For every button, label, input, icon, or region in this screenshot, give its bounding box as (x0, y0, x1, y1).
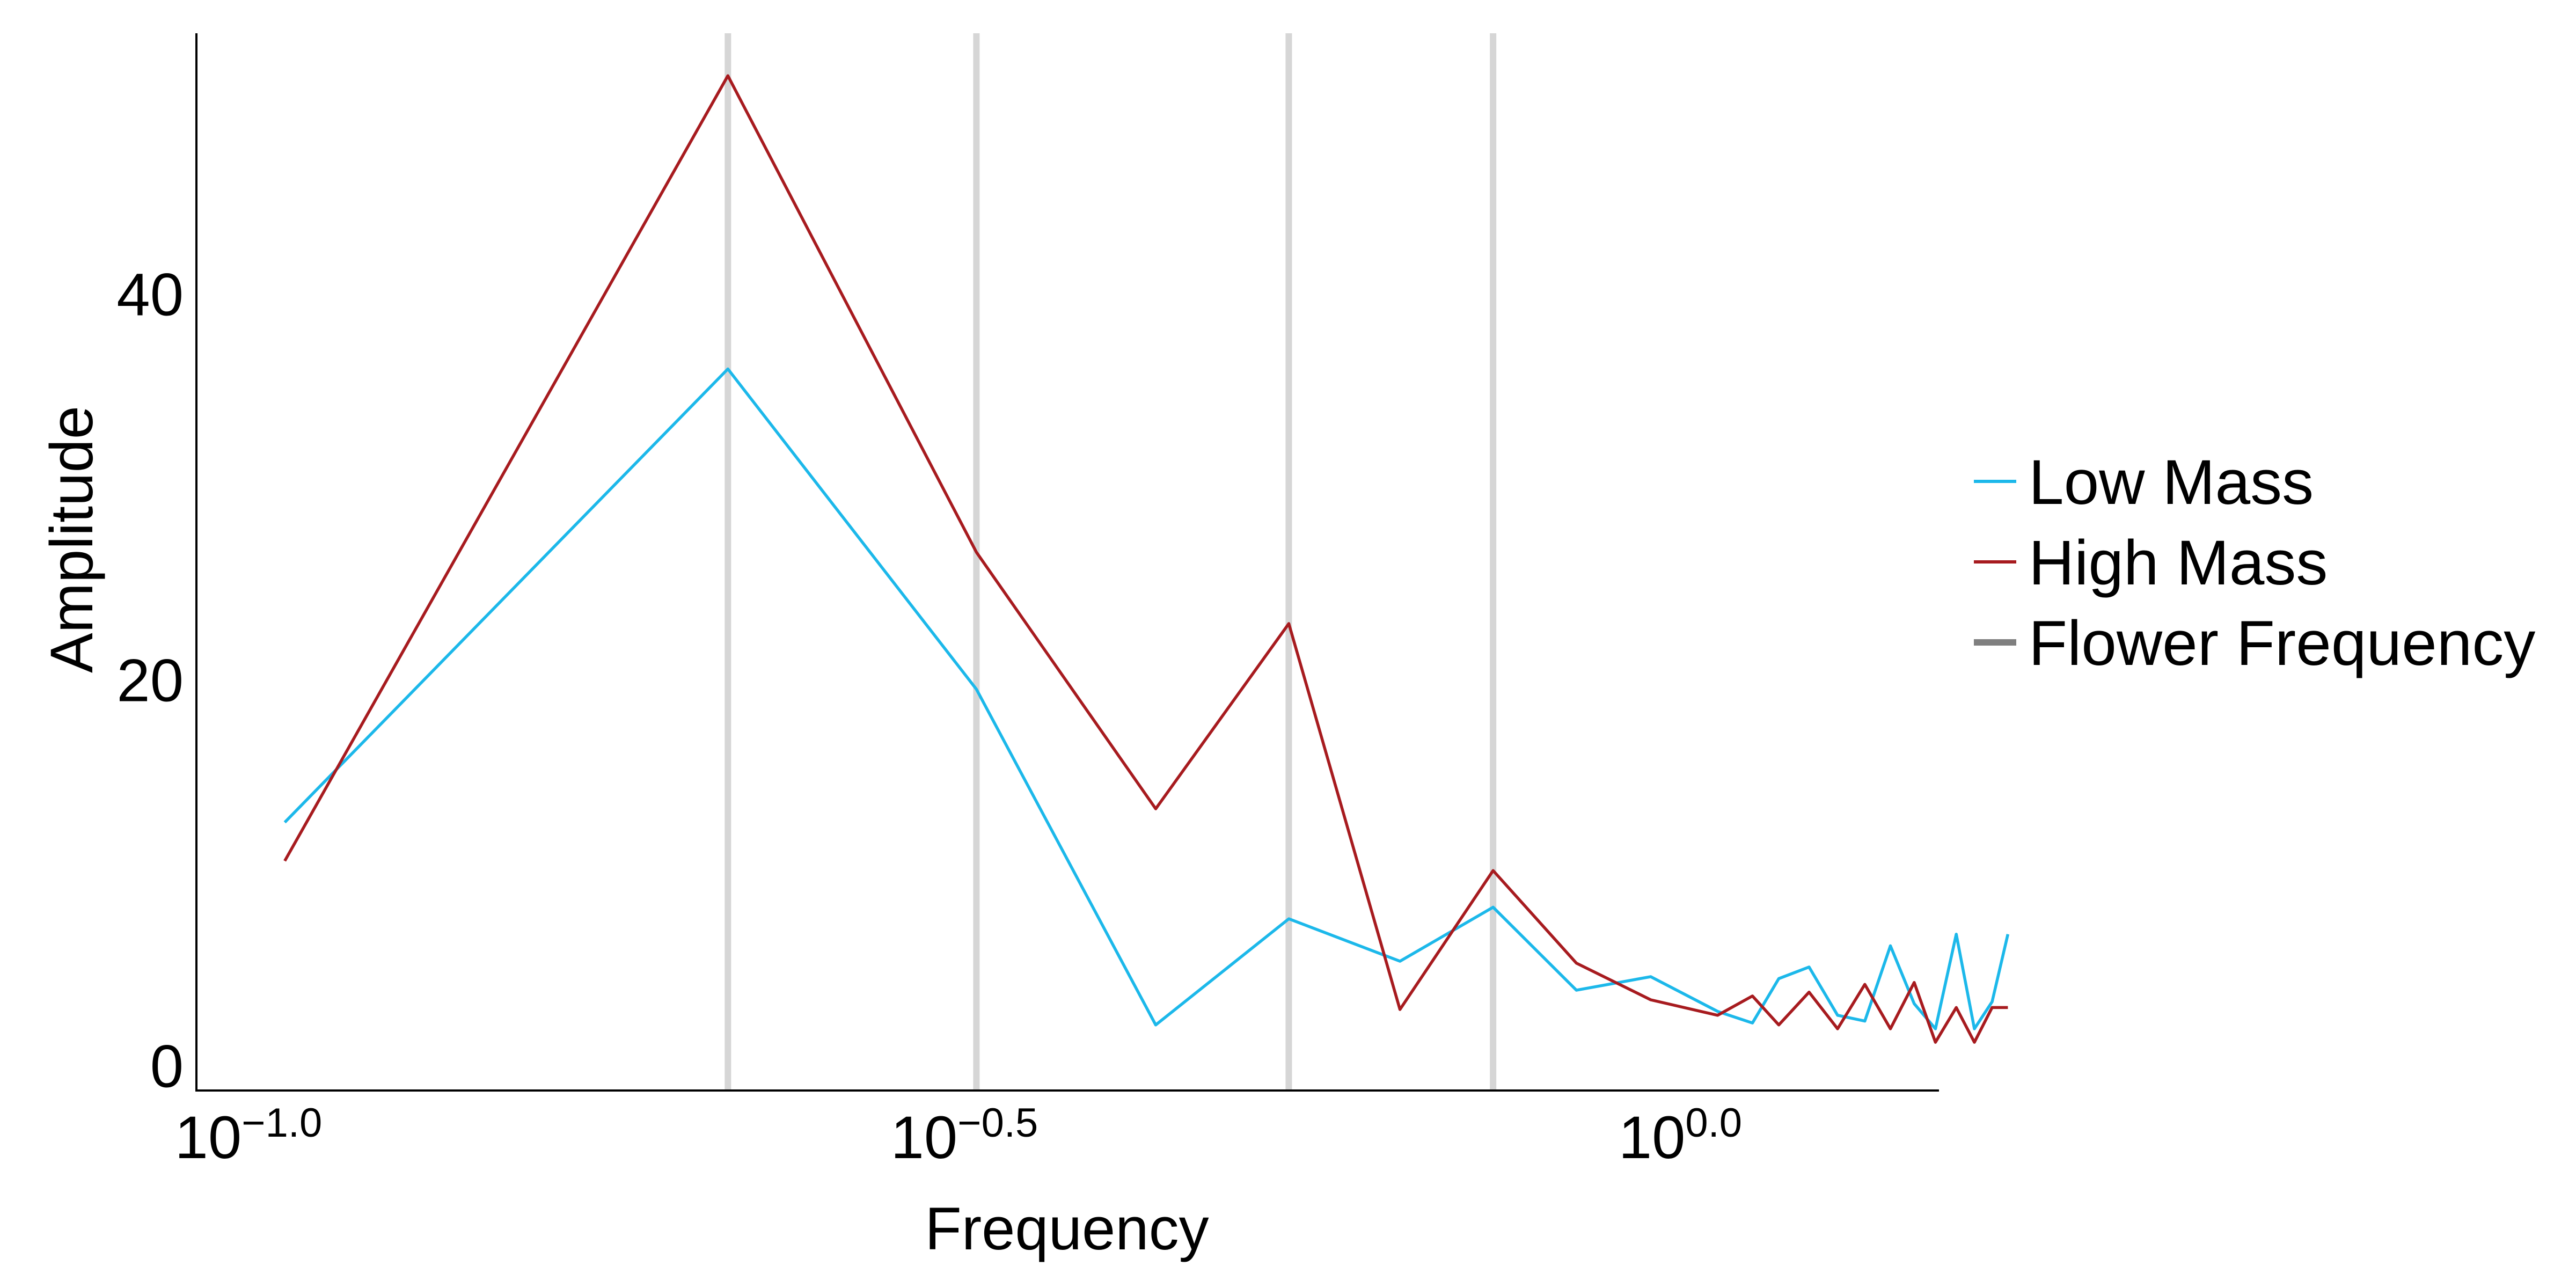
y-tick-labels: 0 20 40 (116, 261, 184, 1100)
legend-label-flower-frequency: Flower Frequency (2029, 608, 2535, 679)
x-axis-title: Frequency (925, 1195, 1209, 1262)
legend-label-low-mass: Low Mass (2029, 447, 2314, 518)
series-line-high-mass (283, 74, 2008, 1044)
x-tick-label-2: 100.0 (1619, 1100, 1742, 1171)
y-axis-title: Amplitude (38, 406, 105, 673)
series-lines (283, 74, 2010, 1044)
y-tick-label-1: 20 (116, 647, 184, 714)
y-tick-label-0: 0 (150, 1033, 184, 1100)
x-tick-label-0: 10−1.0 (175, 1100, 323, 1171)
y-tick-label-2: 40 (116, 261, 184, 328)
legend-label-high-mass: High Mass (2029, 528, 2328, 598)
x-tick-label-1: 10−0.5 (891, 1100, 1038, 1171)
legend: Low Mass High Mass Flower Frequency (1974, 447, 2535, 679)
series-line-low-mass (283, 367, 2010, 1030)
flower-frequency-lines (724, 33, 1497, 1091)
x-tick-labels: 10−1.0 10−0.5 100.0 (175, 1100, 1742, 1171)
